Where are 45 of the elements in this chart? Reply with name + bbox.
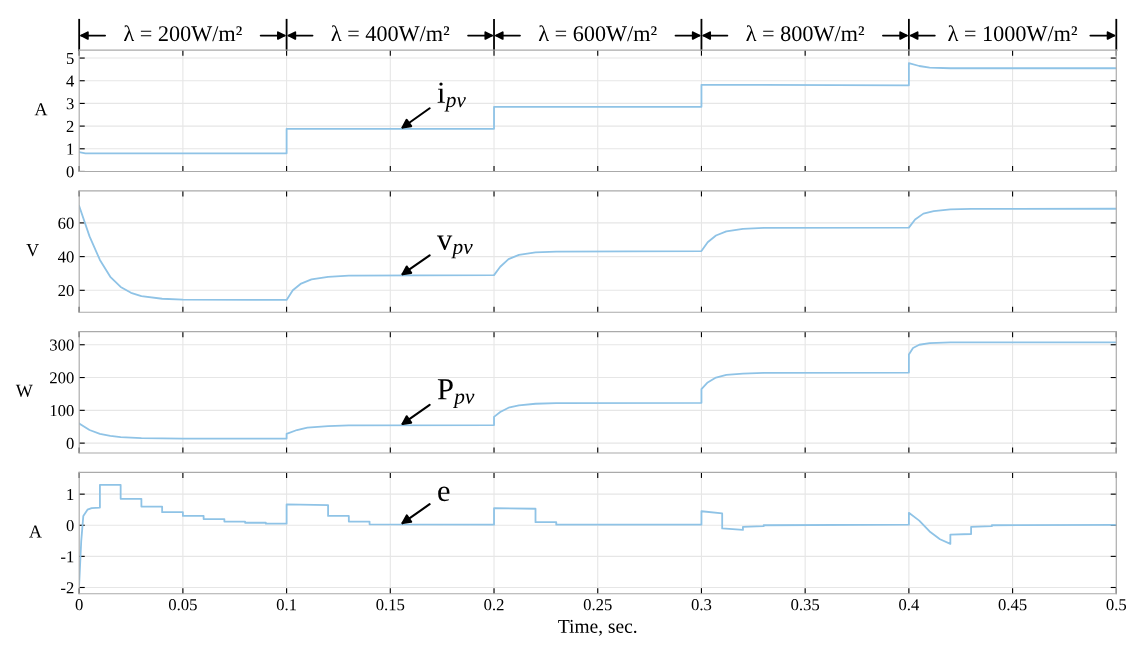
y-tick-label: 40 — [57, 251, 74, 263]
x-axis-title: Time, sec. — [558, 619, 637, 636]
y-tick-label: 4 — [66, 75, 75, 87]
line-series — [79, 62, 1117, 155]
series-label: P$_{pv}$ — [437, 379, 475, 409]
x-tick-label: 0.4 — [899, 599, 920, 611]
y-axis-title: A — [34, 103, 48, 116]
x-tick-label: 0.3 — [691, 599, 712, 611]
series-label: v$_{pv}$ — [436, 235, 473, 259]
y-tick-label: 5 — [66, 52, 74, 65]
line-series — [79, 341, 1117, 440]
text: λ = 200W/m² — [124, 25, 242, 42]
x-tick-label: 0.5 — [1106, 599, 1127, 611]
x-tick-label: 0.1 — [276, 599, 297, 611]
line-series — [79, 205, 1117, 301]
y-tick-label: 60 — [58, 217, 74, 229]
y-tick-label: 200 — [50, 372, 74, 384]
y-tick-label: 0 — [66, 437, 74, 450]
x-tick-label: 0 — [75, 599, 83, 611]
y-tick-label: 300 — [50, 339, 74, 351]
x-tick-label: 0.25 — [583, 599, 612, 611]
y-tick-label: 2 — [66, 120, 74, 132]
text: λ = 600W/m² — [538, 25, 657, 42]
y-tick-label: 3 — [66, 98, 74, 110]
y-tick-label: 20 — [58, 285, 74, 297]
series-label: i$_{pv}$ — [437, 82, 466, 112]
text: λ = 400W/m² — [331, 25, 450, 42]
y-tick-label: -1 — [61, 551, 74, 563]
y-tick-label: 0 — [66, 166, 74, 178]
text: λ = 1000W/m² — [948, 25, 1078, 42]
x-tick-label: 0.45 — [998, 599, 1027, 611]
y-axis-title: V — [26, 244, 39, 257]
x-tick-label: 0.05 — [168, 599, 197, 611]
y-axis-title: A — [29, 525, 42, 538]
text: λ = 800W/m² — [746, 25, 865, 42]
y-axis-title: W — [15, 384, 33, 397]
y-tick-label: 1 — [67, 143, 74, 155]
series-label: e — [438, 486, 450, 502]
y-tick-label: 100 — [50, 405, 74, 417]
x-tick-label: 0.15 — [376, 599, 405, 611]
y-tick-label: -2 — [61, 582, 74, 594]
y-tick-label: 1 — [67, 488, 74, 500]
x-tick-label: 0.35 — [791, 599, 820, 611]
y-tick-label: 0 — [66, 519, 74, 532]
x-tick-label: 0.2 — [484, 599, 504, 611]
